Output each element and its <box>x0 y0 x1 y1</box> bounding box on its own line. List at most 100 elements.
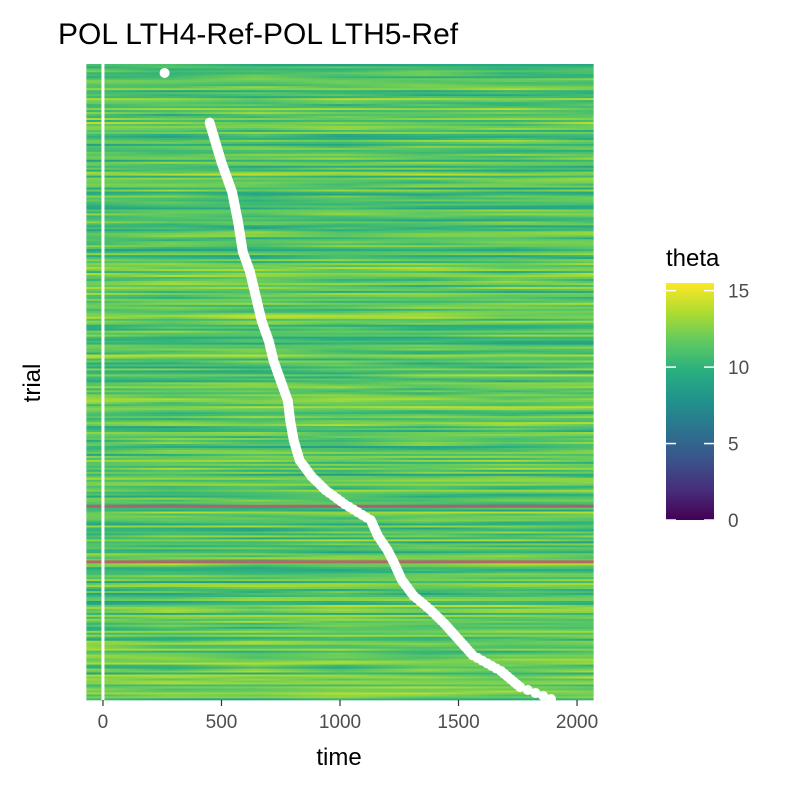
heatmap-row <box>86 242 594 246</box>
heatmap-row <box>86 236 594 240</box>
heatmap-row <box>86 662 594 665</box>
heatmap-row <box>86 314 594 317</box>
heatmap-row <box>86 427 594 431</box>
heatmap-row <box>86 606 594 609</box>
heatmap-row <box>86 421 594 425</box>
heatmap-row <box>86 616 594 619</box>
plot-panel <box>84 64 596 705</box>
heatmap-row <box>86 97 594 101</box>
heatmap-row <box>86 628 594 631</box>
legend-title: theta <box>666 245 720 272</box>
heatmap-row <box>86 294 594 297</box>
heatmap-row <box>86 473 594 476</box>
heatmap-row <box>86 672 594 675</box>
heatmap-row <box>86 638 594 641</box>
colorbar-tick-label: 10 <box>728 358 749 379</box>
heatmap-row <box>86 642 594 645</box>
heatmap-row <box>86 459 594 462</box>
heatmap-row <box>86 491 594 494</box>
heatmap-row <box>86 519 594 522</box>
heatmap-row <box>86 592 594 596</box>
heatmap-row <box>86 614 594 617</box>
heatmap-row <box>86 397 594 401</box>
heatmap-row <box>86 75 594 79</box>
heatmap-row <box>86 215 594 218</box>
heatmap-row <box>86 441 594 444</box>
heatmap-row <box>86 240 594 244</box>
heatmap-row <box>86 302 594 305</box>
heatmap-row <box>86 660 594 663</box>
heatmap-row <box>86 91 594 95</box>
heatmap-row <box>86 165 594 168</box>
heatmap-row <box>86 487 594 490</box>
heatmap-row <box>86 409 594 413</box>
heatmap-row <box>86 175 594 178</box>
x-axis-label: time <box>316 744 361 771</box>
heatmap-row <box>86 320 594 323</box>
heatmap-row <box>86 600 594 603</box>
heatmap-row <box>86 274 594 278</box>
heatmap-row <box>86 133 594 136</box>
heatmap-row <box>86 268 594 272</box>
heatmap-row <box>86 586 594 590</box>
heatmap-row <box>86 121 594 124</box>
heatmap-row <box>86 288 594 291</box>
heatmap-row <box>86 640 594 643</box>
heatmap-row <box>86 316 594 319</box>
heatmap-row <box>86 191 594 194</box>
heatmap-row <box>86 451 594 454</box>
heatmap-row <box>86 340 594 343</box>
heatmap-row <box>86 256 594 260</box>
heatmap-row <box>86 477 594 480</box>
heatmap-row <box>86 161 594 164</box>
heatmap-row <box>86 694 594 697</box>
heatmap-row <box>86 282 594 285</box>
heatmap-row <box>86 342 594 345</box>
heatmap-row <box>86 539 594 542</box>
heatmap-row <box>86 254 594 258</box>
heatmap-row <box>86 228 594 232</box>
colorbar-ticks: 0 5 10 15 <box>666 282 749 532</box>
heatmap-row <box>86 252 594 256</box>
heatmap-row <box>86 346 594 349</box>
response-point <box>515 682 526 693</box>
heatmap-row <box>86 79 594 83</box>
heatmap-row <box>86 223 594 226</box>
heatmap-row <box>86 183 594 186</box>
colorbar-legend: theta 0 5 10 15 <box>666 245 749 532</box>
heatmap-row <box>86 449 594 452</box>
colorbar-tick-label: 15 <box>728 282 749 303</box>
heatmap-row <box>86 298 594 301</box>
heatmap-row <box>86 533 594 536</box>
heatmap-row <box>86 688 594 691</box>
heatmap-row <box>86 376 594 379</box>
heatmap-row <box>86 67 594 71</box>
heatmap-row <box>86 544 594 548</box>
heatmap-row <box>86 475 594 478</box>
heatmap-row <box>86 445 594 448</box>
heatmap-row <box>86 401 594 405</box>
heatmap-row <box>86 535 594 538</box>
heatmap-rows <box>86 64 594 701</box>
heatmap-row <box>86 141 594 144</box>
heatmap-row <box>86 207 594 210</box>
heatmap-row <box>86 674 594 677</box>
heatmap-row <box>86 385 594 389</box>
y-axis-label: trial <box>19 364 46 403</box>
x-tick-label: 0 <box>98 712 109 733</box>
heatmap-row <box>86 258 594 262</box>
heatmap-row <box>86 566 594 570</box>
heatmap-row <box>86 556 594 560</box>
heatmap-row <box>86 517 594 520</box>
heatmap-row <box>86 678 594 681</box>
heatmap-row <box>86 525 594 528</box>
heatmap-row <box>86 221 594 224</box>
heatmap-row <box>86 113 594 117</box>
heatmap-row <box>86 219 594 222</box>
heatmap-row <box>86 119 594 122</box>
heatmap-row <box>86 364 594 367</box>
heatmap-row <box>86 576 594 580</box>
heatmap-row <box>86 336 594 339</box>
heatmap-row <box>86 262 594 266</box>
heatmap-row <box>86 139 594 142</box>
